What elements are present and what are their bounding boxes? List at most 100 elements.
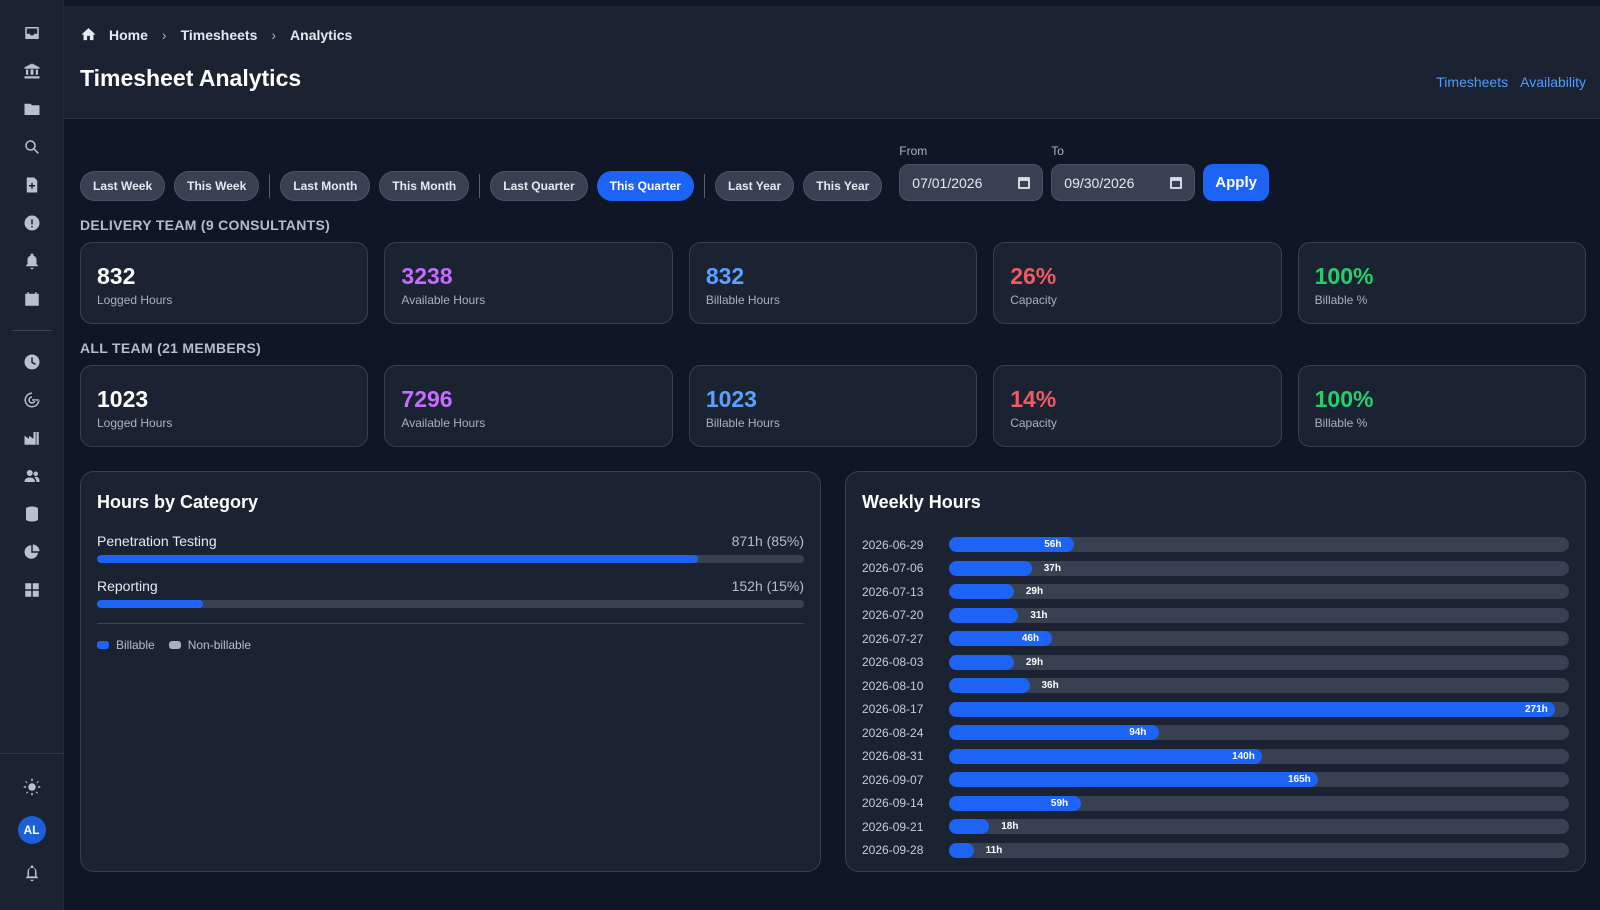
week-bar [949,607,1019,623]
week-track: 18h [949,819,1569,835]
stat-label: Logged Hours [97,293,173,307]
week-value-label: 18h [1001,821,1019,833]
filter-divider [269,174,271,198]
add-document-icon[interactable] [18,171,46,199]
week-bar [949,842,974,858]
week-date: 2026-07-13 [862,584,924,599]
stat-label: Billable % [1314,293,1368,307]
week-track: 94h [949,725,1569,741]
inbox-icon[interactable] [18,19,46,47]
week-value-label: 37h [1043,562,1061,574]
timesheets-link[interactable]: Timesheets [1436,74,1509,90]
week-bar [949,654,1014,670]
week-bar [949,537,1075,553]
breadcrumb-home[interactable]: Home [109,26,148,43]
week-value-label: 59h [1050,797,1069,809]
chip-this-quarter[interactable]: This Quarter [596,171,694,201]
week-track: 37h [949,560,1569,576]
users-icon[interactable] [18,462,46,490]
week-value-label: 271h [1525,703,1548,715]
legend-swatch [97,641,109,649]
week-value-label: 36h [1041,680,1059,692]
chip-this-year[interactable]: This Year [803,171,883,201]
from-date-value: 07/01/2026 [912,174,983,191]
chip-last-month[interactable]: Last Month [280,171,371,201]
page-title: Timesheet Analytics [80,65,302,91]
clock-icon[interactable] [18,348,46,376]
week-date: 2026-06-29 [862,537,924,552]
panel-title: Hours by Category [97,492,259,512]
database-icon[interactable] [18,500,46,528]
calendar-picker-icon[interactable] [1170,176,1183,189]
stat-label: Logged Hours [97,416,173,430]
week-date: 2026-08-24 [862,725,924,740]
bell-icon[interactable] [18,247,46,275]
week-track: 165h [949,772,1569,788]
notifications-icon[interactable] [18,859,46,887]
week-value-label: 56h [1044,539,1062,551]
breadcrumb-current: Analytics [290,26,353,43]
week-value-label: 11h [985,844,1003,856]
week-row: 2026-08-17 271h [862,698,1569,722]
weekly-hours-panel: Weekly Hours 2026-06-29 56h 2026-07-06 37h 2… [845,471,1586,872]
week-track: 31h [949,607,1569,623]
week-date: 2026-09-28 [862,843,924,858]
page-header: Home › Timesheets › Analytics Timesheet … [64,6,1600,119]
chip-last-year[interactable]: Last Year [714,171,795,201]
breadcrumb-timesheets[interactable]: Timesheets [180,26,258,43]
home-icon[interactable] [80,26,97,43]
to-date-input[interactable]: 09/30/2026 [1051,164,1196,201]
to-date-value: 09/30/2026 [1064,174,1135,191]
stat-label: Capacity [1010,293,1057,307]
factory-icon[interactable] [18,424,46,452]
week-row: 2026-09-28 11h [862,839,1569,863]
chip-this-month[interactable]: This Month [379,171,470,201]
week-track: 46h [949,631,1569,647]
from-date-input[interactable]: 07/01/2026 [899,164,1044,201]
main-area: Home › Timesheets › Analytics Timesheet … [64,0,1600,910]
chip-last-week[interactable]: Last Week [80,171,166,201]
stat-card: 26% Capacity [993,242,1282,324]
week-bar [949,795,1081,811]
week-track: 140h [949,748,1569,764]
calendar-picker-icon[interactable] [1018,176,1031,189]
stat-card: 1023 Logged Hours [80,365,369,447]
stat-card: 100% Billable % [1297,365,1587,447]
chip-this-week[interactable]: This Week [174,171,260,201]
stat-card: 14% Capacity [993,365,1282,447]
apply-button[interactable]: Apply [1203,164,1269,201]
theme-toggle-icon[interactable] [18,773,46,801]
search-icon[interactable] [18,133,46,161]
week-row: 2026-08-24 94h [862,721,1569,745]
week-bar [949,678,1030,694]
avatar[interactable]: AL [17,816,46,844]
week-track: 29h [949,654,1569,670]
week-date: 2026-09-21 [862,819,924,834]
legend-label: Non-billable [187,638,252,652]
legend-item-billable: Billable [97,638,155,652]
filter-divider [479,174,481,198]
week-track: 36h [949,678,1569,694]
stat-card: 832 Billable Hours [688,242,978,324]
pie-chart-icon[interactable] [18,538,46,566]
stat-value: 100% [1314,263,1374,289]
week-date: 2026-07-06 [862,561,924,576]
alert-icon[interactable] [18,209,46,237]
category-value: 152h (15%) [731,578,804,594]
from-label: From [899,144,928,158]
category-bar [97,600,204,608]
stat-label: Available Hours [401,293,486,307]
week-bar [949,631,1052,647]
week-date: 2026-08-31 [862,749,924,764]
stat-card: 832 Logged Hours [80,242,369,324]
delivery-stats: 832 Logged Hours 3238 Available Hours 832 B… [80,242,1587,324]
week-bar [949,819,990,835]
calendar-icon[interactable] [18,285,46,313]
chip-last-quarter[interactable]: Last Quarter [490,171,588,201]
folder-icon[interactable] [18,95,46,123]
week-date: 2026-07-27 [862,631,924,646]
grid-icon[interactable] [18,576,46,604]
availability-link[interactable]: Availability [1520,74,1586,90]
bank-icon[interactable] [18,57,46,85]
radar-icon[interactable] [18,386,46,414]
